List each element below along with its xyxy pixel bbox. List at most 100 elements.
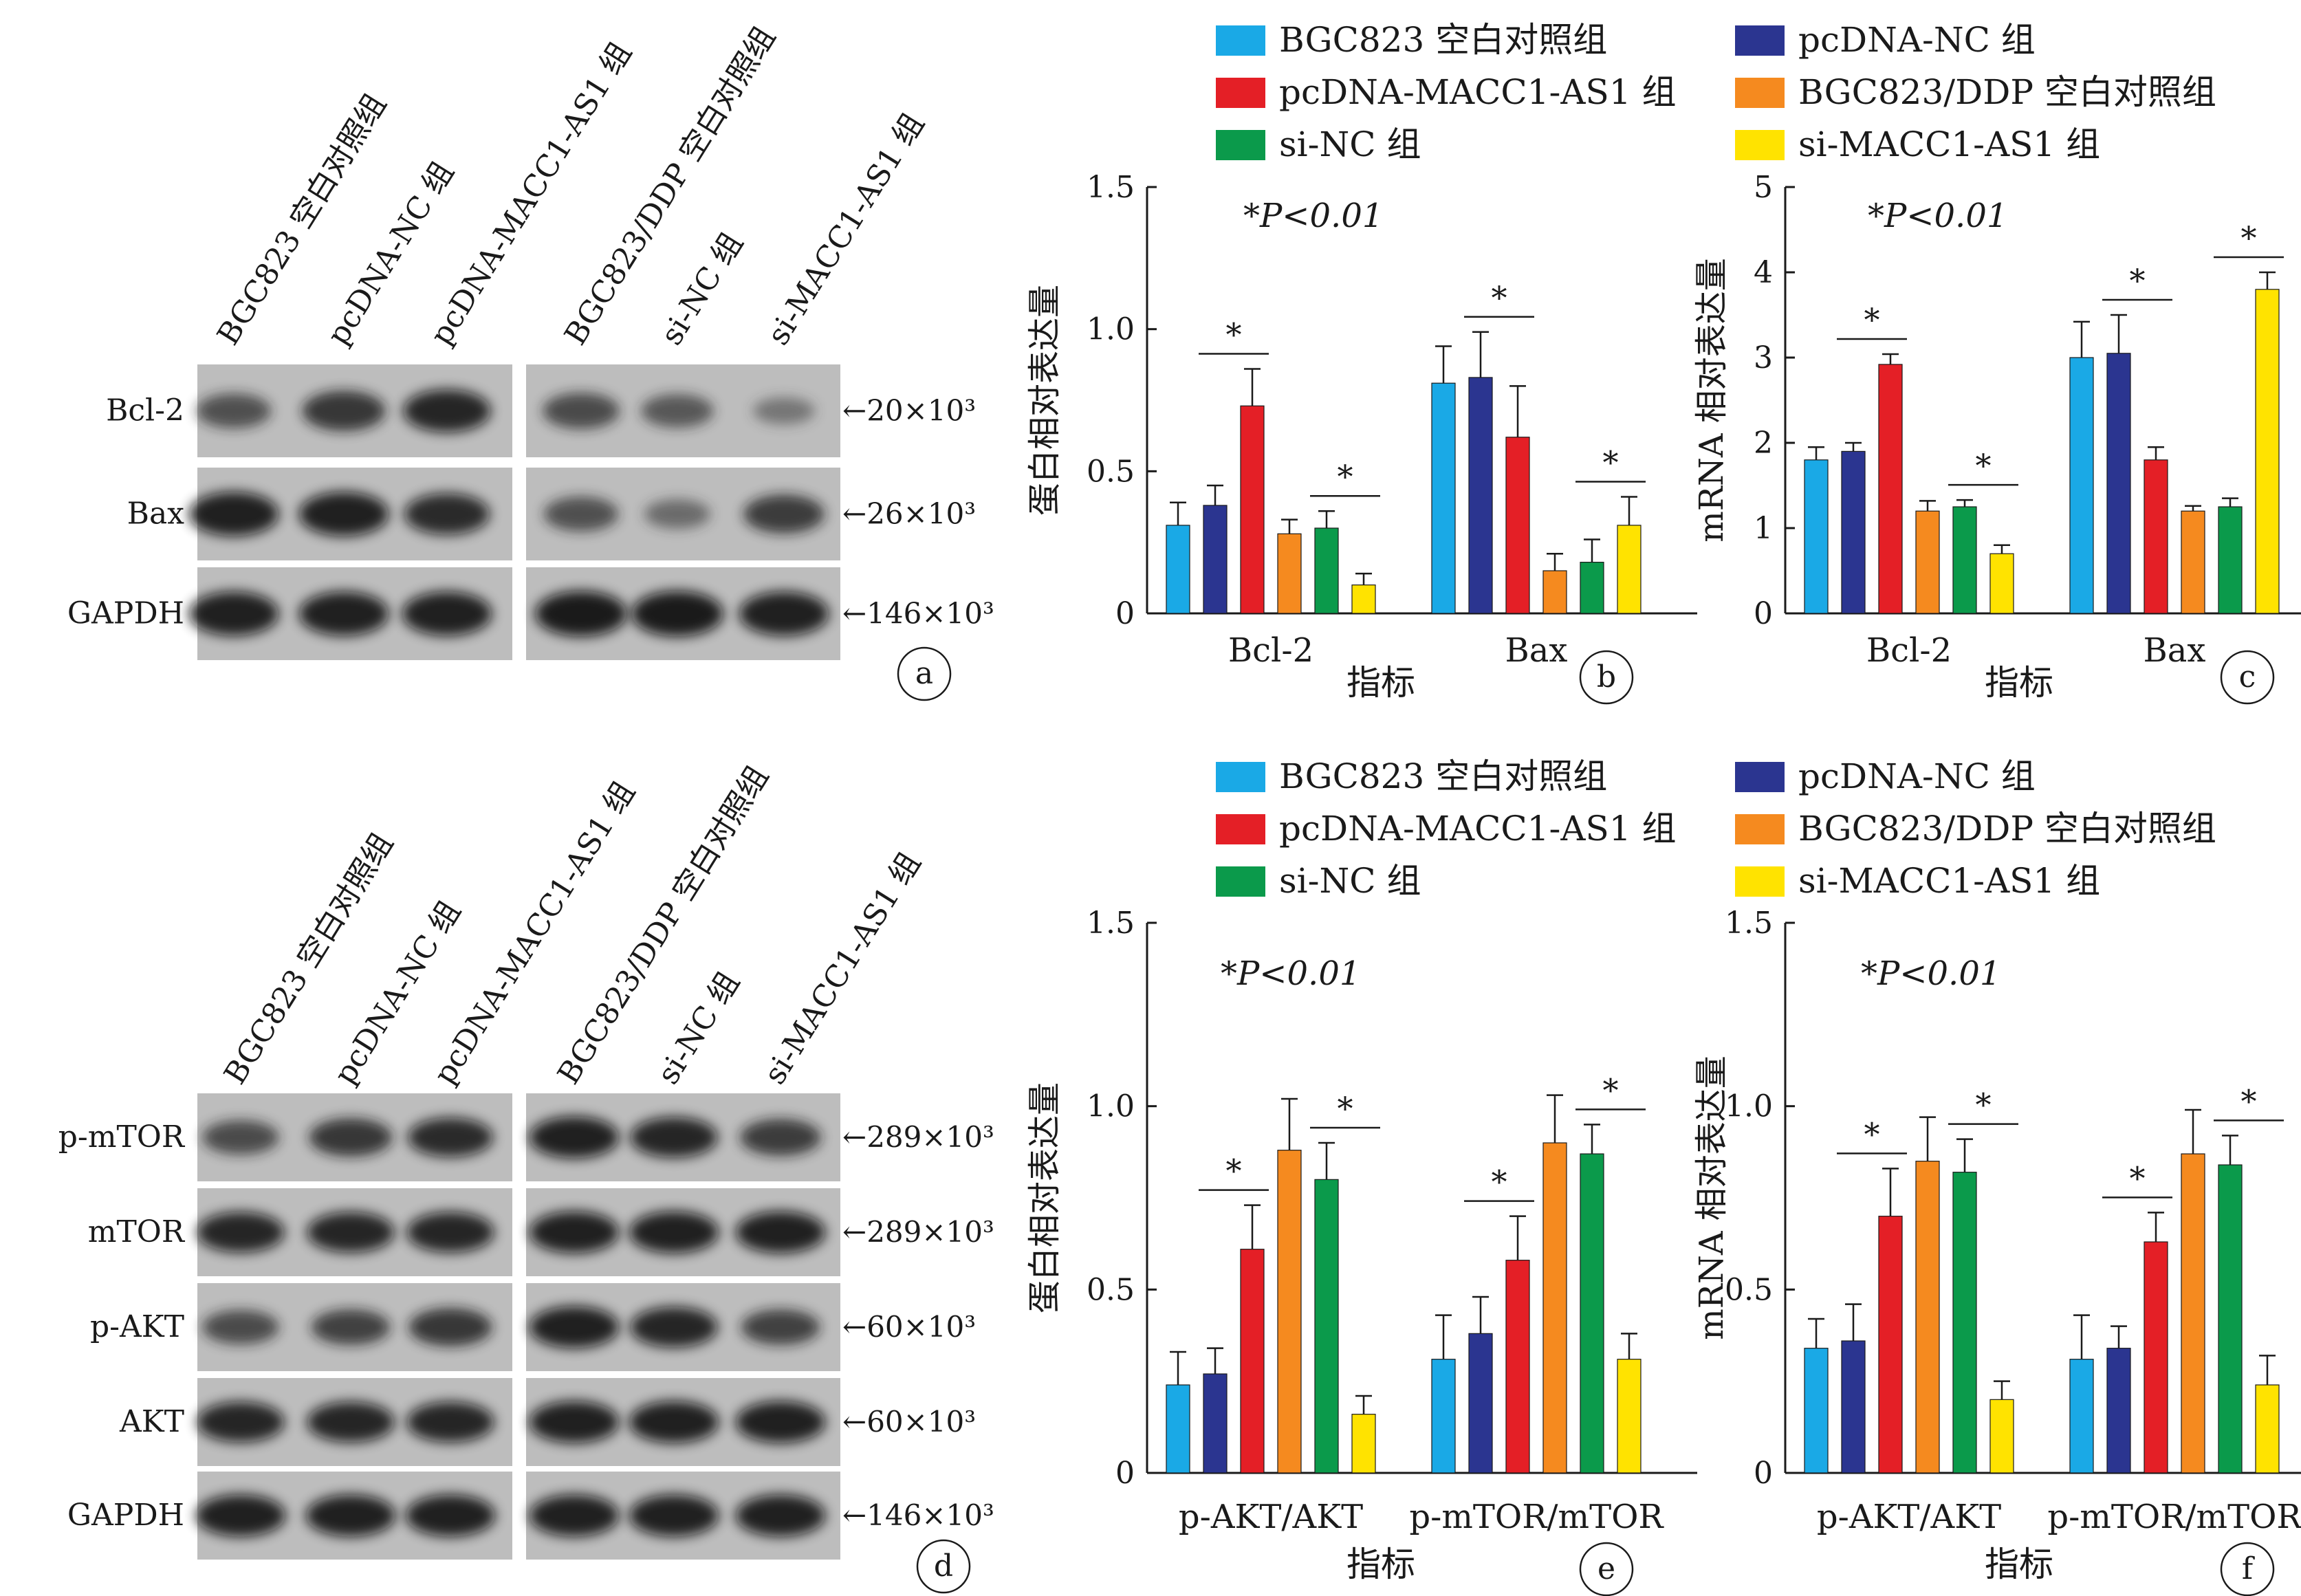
p-value-annotation: *P<0.01 — [1868, 197, 2007, 235]
mw-marker: ←289×10³ — [842, 1120, 994, 1154]
blot-band — [735, 1401, 826, 1443]
panel-label-circle — [2220, 1542, 2275, 1596]
bar — [1314, 527, 1339, 614]
blot-band — [197, 1212, 285, 1253]
legend-label: BGC823/DDP 空白对照组 — [1798, 72, 2216, 112]
blot-band — [529, 1306, 620, 1348]
bar — [1804, 459, 1829, 614]
significance-star: * — [2130, 262, 2146, 299]
y-tick-label: 2 — [1754, 426, 1773, 461]
y-tick-label: 1.0 — [1725, 1089, 1773, 1124]
x-category-label: p-AKT/AKT — [1179, 1498, 1363, 1536]
p-value-annotation: *P<0.01 — [1243, 197, 1383, 235]
bar-chart-c: 0 1 2 3 4 5 mRNA 相对表达量 * * * * Bcl-2 Bax 指标 *P<0.01 c — [1692, 170, 2301, 705]
bar — [1878, 364, 1903, 614]
y-tick-label: 1.0 — [1087, 1089, 1135, 1124]
bar — [2106, 1348, 2131, 1474]
blot-band — [644, 499, 711, 529]
bar — [1166, 1384, 1190, 1474]
blot-row-label: p-mTOR — [58, 1119, 186, 1155]
legend-label: si-NC 组 — [1279, 124, 1421, 164]
y-tick-label: 0 — [1754, 1456, 1773, 1491]
mw-marker: ←26×10³ — [842, 497, 976, 531]
blot-row-label: mTOR — [88, 1214, 186, 1249]
legend-swatch — [1216, 866, 1265, 897]
bar — [2218, 506, 2243, 614]
bar — [1240, 405, 1265, 614]
bar — [1989, 1399, 2014, 1474]
bar — [1468, 1333, 1493, 1474]
blot-band — [629, 1211, 719, 1254]
significance-star: * — [1976, 1086, 1992, 1124]
mw-marker: ←20×10³ — [842, 394, 976, 428]
bar — [1431, 382, 1456, 614]
blot-band — [741, 1309, 820, 1345]
significance-star: * — [1603, 444, 1619, 481]
x-category-label: Bcl-2 — [1866, 631, 1952, 670]
blot-band — [298, 591, 389, 636]
panel-label: f — [2242, 1551, 2255, 1586]
bar — [1542, 1142, 1567, 1474]
bar — [1505, 1260, 1530, 1474]
bar — [1989, 553, 2014, 614]
y-tick-label: 1.5 — [1087, 170, 1135, 205]
bar — [1952, 506, 1977, 614]
legend-label: BGC823/DDP 空白对照组 — [1798, 809, 2216, 849]
significance-star: * — [1338, 1090, 1353, 1127]
blot-band — [188, 492, 279, 536]
y-tick-label: 1.5 — [1087, 906, 1135, 941]
blot-band — [305, 1494, 396, 1537]
legend-swatch — [1735, 762, 1785, 792]
blot-band — [309, 1118, 393, 1157]
blot-band — [302, 391, 386, 431]
bar — [2255, 1384, 2280, 1474]
x-category-label: p-AKT/AKT — [1817, 1498, 2001, 1536]
x-axis-title: 指标 — [1346, 1544, 1415, 1584]
x-axis-title: 指标 — [1985, 1544, 2053, 1584]
y-tick-label: 4 — [1754, 255, 1773, 290]
x-category-label: Bcl-2 — [1228, 631, 1313, 670]
bar — [1351, 1414, 1376, 1474]
legend-swatch — [1735, 25, 1785, 56]
panel-label: b — [1597, 659, 1616, 695]
blot-band — [630, 1307, 718, 1348]
significance-star: * — [2241, 1082, 2257, 1119]
blot-band — [197, 1401, 285, 1443]
bar — [2218, 1164, 2243, 1474]
y-tick-label: 0 — [1115, 596, 1135, 631]
legend-label: BGC823 空白对照组 — [1279, 756, 1607, 796]
panel-label: c — [2239, 659, 2256, 695]
bar — [1314, 1179, 1339, 1474]
y-tick-label: 1.0 — [1087, 312, 1135, 347]
blot-band — [408, 1117, 493, 1157]
blot-band — [740, 1119, 821, 1156]
blot-band — [529, 1116, 620, 1159]
bar-chart-f: 0 0.5 1.0 1.5 mRNA 相对表达量 * * * * p-AKT/AKT p-mTOR/… — [1692, 906, 2301, 1596]
blot-band — [630, 1117, 718, 1158]
panel-label: d — [934, 1549, 953, 1584]
bar — [2144, 459, 2168, 614]
y-tick-label: 0 — [1754, 596, 1773, 631]
blot-band — [529, 1494, 620, 1537]
blot-row-label: GAPDH — [67, 596, 184, 631]
panel-label: e — [1597, 1551, 1615, 1586]
bar — [1915, 510, 1940, 614]
significance-star: * — [1492, 1163, 1507, 1201]
y-axis-title: 蛋白相对表达量 — [1025, 1082, 1064, 1313]
p-value-annotation: *P<0.01 — [1861, 954, 2000, 993]
blot-band — [405, 1494, 496, 1537]
x-category-label: Bax — [1505, 631, 1568, 670]
bar — [1804, 1348, 1829, 1474]
y-tick-label: 0.5 — [1725, 1272, 1773, 1307]
blot-band — [298, 492, 389, 536]
legend-swatch — [1216, 25, 1265, 56]
blot-band — [543, 393, 620, 429]
blot-band — [406, 1401, 494, 1443]
panel-label-circle — [2220, 650, 2275, 705]
panel-label: a — [915, 656, 933, 691]
legend-swatch — [1735, 78, 1785, 108]
blot-band — [311, 1309, 391, 1345]
blot-band — [195, 1494, 286, 1537]
y-tick-label: 1.5 — [1725, 906, 1773, 941]
